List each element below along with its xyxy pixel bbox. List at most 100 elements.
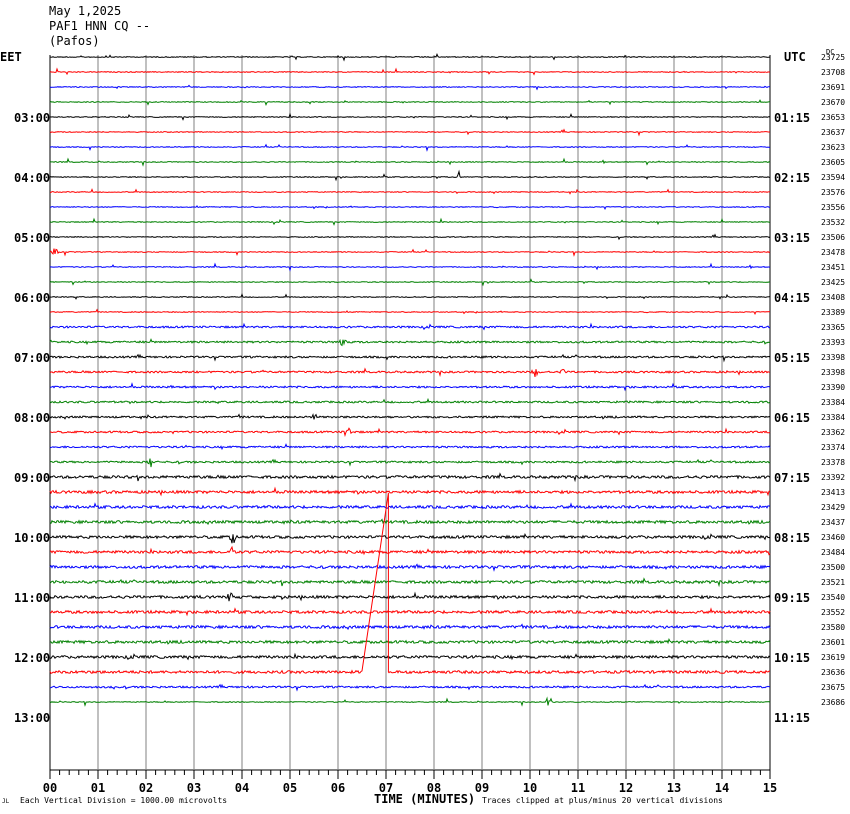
right-time-label: 11:15 bbox=[774, 711, 810, 725]
dc-offset-label: 23521 bbox=[821, 578, 845, 587]
trace-29 bbox=[49, 486, 770, 497]
right-time-label: 07:15 bbox=[774, 471, 810, 485]
dc-offset-label: 23374 bbox=[821, 443, 845, 452]
trace-38 bbox=[49, 623, 771, 631]
trace-9 bbox=[50, 188, 771, 195]
dc-offset-label: 23478 bbox=[821, 248, 845, 257]
trace-3 bbox=[49, 99, 770, 107]
trace-4 bbox=[49, 112, 771, 121]
trace-16 bbox=[49, 293, 771, 300]
trace-32 bbox=[49, 532, 771, 544]
right-time-label: 08:15 bbox=[774, 531, 810, 545]
right-time-label: 02:15 bbox=[774, 171, 810, 185]
dc-offset-label: 23429 bbox=[821, 503, 845, 512]
trace-20 bbox=[49, 353, 771, 363]
clip-note: Traces clipped at plus/minus 20 vertical… bbox=[482, 796, 723, 805]
dc-offset-label: 23398 bbox=[821, 368, 845, 377]
dc-offset-label: 23580 bbox=[821, 623, 845, 632]
dc-offset-label: 23437 bbox=[821, 518, 845, 527]
dc-offset-label: 23460 bbox=[821, 533, 845, 542]
dc-offset-label: 23392 bbox=[821, 473, 845, 482]
left-time-label: 05:00 bbox=[14, 231, 50, 245]
dc-offset-label: 23725 bbox=[821, 53, 845, 62]
dc-offset-label: 23556 bbox=[821, 203, 845, 212]
dc-offset-label: 23506 bbox=[821, 233, 845, 242]
x-tick-label: 13 bbox=[667, 781, 681, 795]
x-tick-label: 01 bbox=[91, 781, 105, 795]
right-time-label: 03:15 bbox=[774, 231, 810, 245]
left-time-label: 08:00 bbox=[14, 411, 50, 425]
trace-10 bbox=[49, 205, 770, 211]
dc-offset-label: 23365 bbox=[821, 323, 845, 332]
right-time-label: 10:15 bbox=[774, 651, 810, 665]
trace-12 bbox=[49, 233, 771, 241]
left-time-label: 11:00 bbox=[14, 591, 50, 605]
trace-21 bbox=[49, 367, 771, 378]
x-tick-label: 02 bbox=[139, 781, 153, 795]
dc-offset-label: 23425 bbox=[821, 278, 845, 287]
x-tick-label: 00 bbox=[43, 781, 57, 795]
dc-offset-label: 23398 bbox=[821, 353, 845, 362]
x-tick-label: 06 bbox=[331, 781, 345, 795]
left-time-label: 03:00 bbox=[14, 111, 50, 125]
left-time-label: 13:00 bbox=[14, 711, 50, 725]
left-time-label: 10:00 bbox=[14, 531, 50, 545]
trace-0 bbox=[50, 52, 771, 62]
dc-offset-label: 23413 bbox=[821, 488, 845, 497]
x-tick-label: 08 bbox=[427, 781, 441, 795]
dc-offset-label: 23708 bbox=[821, 68, 845, 77]
dc-offset-label: 23540 bbox=[821, 593, 845, 602]
trace-34 bbox=[49, 563, 771, 572]
trace-40 bbox=[49, 652, 771, 661]
x-tick-label: 05 bbox=[283, 781, 297, 795]
dc-offset-label: 23623 bbox=[821, 143, 845, 152]
trace-37 bbox=[49, 607, 771, 617]
dc-offset-label: 23552 bbox=[821, 608, 845, 617]
trace-30 bbox=[49, 502, 771, 510]
dc-offset-label: 23532 bbox=[821, 218, 845, 227]
dc-offset-label: 23636 bbox=[821, 668, 845, 677]
dc-offset-label: 23601 bbox=[821, 638, 845, 647]
dc-offset-label: 23451 bbox=[821, 263, 845, 272]
trace-17 bbox=[49, 308, 771, 316]
dc-offset-label: 23393 bbox=[821, 338, 845, 347]
dc-offset-label: 23500 bbox=[821, 563, 845, 572]
trace-41 bbox=[49, 492, 770, 675]
left-time-label: 04:00 bbox=[14, 171, 50, 185]
trace-36 bbox=[49, 591, 771, 602]
right-time-label: 09:15 bbox=[774, 591, 810, 605]
left-time-label: 12:00 bbox=[14, 651, 50, 665]
trace-35 bbox=[49, 577, 771, 588]
x-tick-label: 07 bbox=[379, 781, 393, 795]
trace-2 bbox=[49, 84, 771, 91]
trace-15 bbox=[49, 278, 771, 287]
dc-offset-label: 23637 bbox=[821, 128, 845, 137]
dc-offset-label: 23384 bbox=[821, 398, 845, 407]
dc-offset-label: 23378 bbox=[821, 458, 845, 467]
trace-27 bbox=[49, 458, 771, 468]
header-location: (Pafos) bbox=[49, 34, 100, 48]
trace-19 bbox=[49, 338, 771, 347]
left-timezone-label: EET bbox=[0, 50, 22, 64]
header-station: PAF1 HNN CQ -- bbox=[49, 19, 151, 33]
trace-28 bbox=[49, 472, 771, 483]
x-axis-label: TIME (MINUTES) bbox=[374, 792, 476, 806]
x-tick-label: 10 bbox=[523, 781, 537, 795]
dc-offset-label: 23390 bbox=[821, 383, 845, 392]
trace-7 bbox=[49, 157, 771, 167]
dc-offset-label: 23362 bbox=[821, 428, 845, 437]
trace-26 bbox=[49, 443, 771, 451]
trace-25 bbox=[49, 427, 771, 437]
trace-33 bbox=[49, 545, 771, 556]
dc-label: DC bbox=[826, 48, 835, 56]
trace-24 bbox=[49, 413, 771, 420]
dc-offset-label: 23389 bbox=[821, 308, 845, 317]
dc-offset-label: 23686 bbox=[821, 698, 845, 707]
x-tick-label: 12 bbox=[619, 781, 633, 795]
trace-11 bbox=[49, 217, 771, 226]
trace-18 bbox=[49, 322, 771, 331]
x-tick-label: 03 bbox=[187, 781, 201, 795]
x-tick-label: 15 bbox=[763, 781, 777, 795]
right-time-label: 05:15 bbox=[774, 351, 810, 365]
